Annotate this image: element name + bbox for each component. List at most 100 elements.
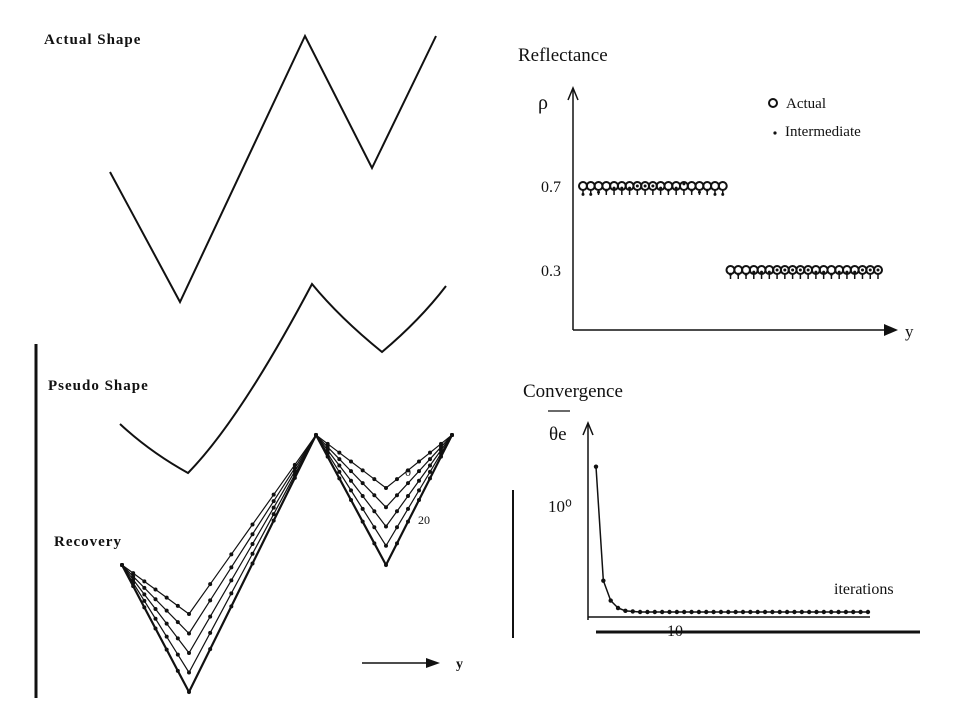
intermediate-point [697, 190, 701, 194]
convergence-point [829, 609, 834, 615]
convergence-point [623, 608, 628, 614]
convergence-point [667, 609, 672, 615]
intermediate-point [853, 270, 857, 274]
recovery-point [428, 457, 432, 462]
recovery-point [175, 652, 180, 657]
intermediate-point [659, 186, 663, 190]
recovery-point [142, 585, 147, 590]
recovery-point [337, 457, 342, 462]
intermediate-point [713, 192, 717, 196]
recovery-point [250, 542, 255, 546]
recovery-point [384, 543, 388, 548]
intermediate-point [628, 186, 632, 190]
recovery-iteration-0-label: 0 [405, 465, 411, 479]
intermediate-point [705, 188, 709, 192]
recovery-point [187, 690, 191, 694]
intermediate-point [829, 272, 833, 276]
convergence-point [601, 578, 606, 583]
recovery-point [384, 563, 388, 567]
convergence-point [814, 609, 819, 615]
recovery-point [164, 595, 169, 600]
convergence-point [748, 609, 753, 615]
recovery-point [360, 506, 365, 511]
convergence-point [755, 609, 760, 615]
intermediate-point [837, 270, 841, 274]
pseudo-shape-curve [119, 282, 447, 475]
recovery-point [142, 598, 147, 603]
convergence-y-arrowhead [582, 421, 594, 436]
recovery-point [250, 532, 255, 537]
recovery-point [208, 582, 213, 587]
intermediate-point [868, 268, 872, 272]
recovery-point [406, 494, 410, 498]
convergence-point [762, 609, 768, 615]
intermediate-point [581, 192, 585, 196]
intermediate-point [767, 270, 771, 274]
recovery-point [349, 478, 353, 483]
recovery-point [142, 605, 147, 610]
convergence-point [652, 609, 657, 615]
recovery-axis-label: y [456, 657, 463, 672]
reflectance-plot [578, 181, 883, 279]
recovery-point [153, 607, 158, 611]
recovery-point [250, 561, 255, 566]
recovery-point [175, 620, 180, 625]
recovery-point [229, 604, 234, 609]
pseudo-shape-label: Pseudo Shape [48, 378, 149, 394]
intermediate-point [845, 270, 849, 274]
intermediate-point [620, 186, 624, 190]
intermediate-point [822, 270, 826, 274]
recovery-point [384, 505, 388, 510]
convergence-point [711, 609, 716, 615]
recovery-point [271, 512, 276, 517]
recovery-point [229, 552, 234, 557]
convergence-point [615, 605, 621, 611]
recovery-point [271, 505, 276, 510]
recovery-point [372, 477, 377, 482]
recovery-point [417, 498, 421, 502]
convergence-point [821, 609, 827, 615]
convergence-point [865, 609, 871, 615]
recovery-point [428, 450, 432, 455]
intermediate-point [752, 270, 756, 274]
reflectance-ytick-0.3: 0.3 [541, 263, 561, 280]
recovery-point [417, 459, 421, 464]
recovery-point [120, 563, 124, 567]
reflectance-y-arrowhead [567, 86, 579, 101]
recovery-point [229, 578, 234, 583]
recovery-point [187, 651, 191, 655]
intermediate-point [612, 186, 616, 190]
recovery-point [395, 493, 399, 498]
reflectance-y-label: ρ [538, 92, 548, 114]
recovery-point [164, 621, 169, 626]
recovery-point [384, 486, 388, 490]
convergence-point [659, 609, 665, 615]
recovery-point [131, 584, 136, 589]
intermediate-point [876, 268, 880, 272]
recovery-point [395, 541, 399, 546]
recovery-point [271, 492, 276, 497]
convergence-point [770, 609, 775, 615]
intermediate-point [814, 270, 818, 274]
recovery-point [337, 469, 342, 474]
convergence-point [593, 464, 599, 469]
intermediate-point [760, 270, 764, 274]
convergence-point [726, 609, 731, 615]
convergence-point [740, 609, 746, 615]
recovery-point [360, 468, 365, 473]
convergence-point [792, 609, 797, 615]
recovery-point [131, 571, 136, 576]
recovery-point [292, 475, 297, 480]
recovery-point [142, 592, 147, 597]
recovery-point [428, 476, 432, 481]
legend-actual-marker [768, 98, 778, 108]
convergence-point [682, 609, 687, 615]
recovery-point [271, 499, 276, 504]
recovery-point [428, 463, 432, 468]
recovery-point [406, 468, 410, 473]
recovery-point [187, 631, 191, 636]
recovery-point [164, 647, 169, 652]
convergence-point [836, 609, 841, 615]
intermediate-point [744, 272, 748, 276]
recovery-point [428, 469, 432, 474]
